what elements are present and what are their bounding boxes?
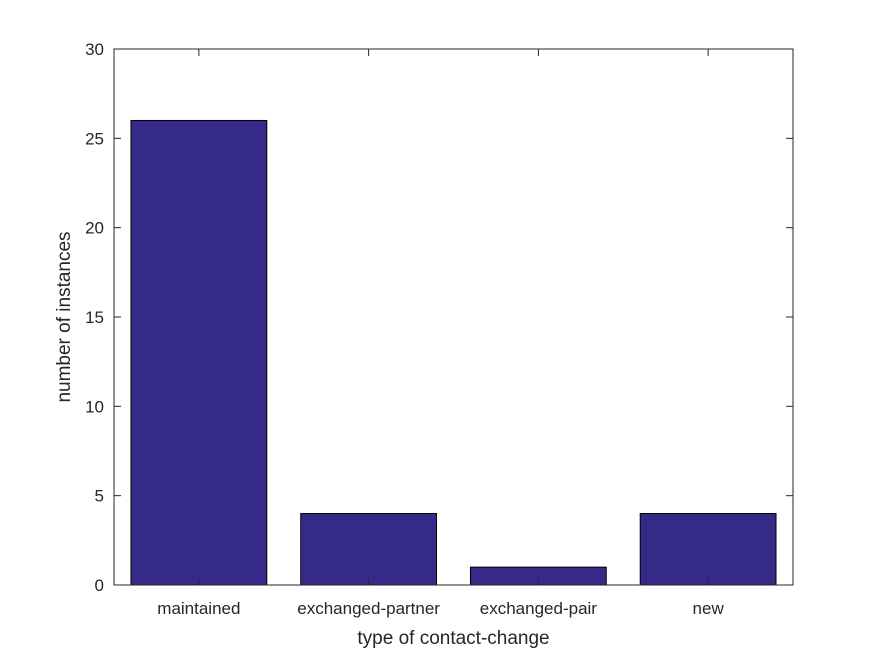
bar-maintained [130, 119, 268, 586]
bars [130, 119, 777, 586]
y-tick-label: 10 [85, 397, 104, 416]
y-tick-label: 20 [85, 219, 104, 238]
y-tick-label: 5 [95, 487, 104, 506]
x-tick-label: exchanged-pair [480, 599, 598, 618]
y-tick-label: 30 [85, 40, 104, 59]
x-tick-label: maintained [157, 599, 240, 618]
y-tick-label: 0 [95, 576, 104, 595]
ticks: maintained exchanged-partner exchanged-pai… [85, 40, 793, 618]
y-axis-label: number of instances [54, 231, 75, 402]
bar-exchanged-partner [300, 513, 438, 586]
x-tick-label: exchanged-partner [297, 599, 440, 618]
x-axis-label: type of contact-change [357, 628, 549, 649]
bar-new [639, 513, 777, 586]
y-tick-label: 25 [85, 129, 104, 148]
y-tick-label: 15 [85, 308, 104, 327]
x-tick-label: new [693, 599, 725, 618]
